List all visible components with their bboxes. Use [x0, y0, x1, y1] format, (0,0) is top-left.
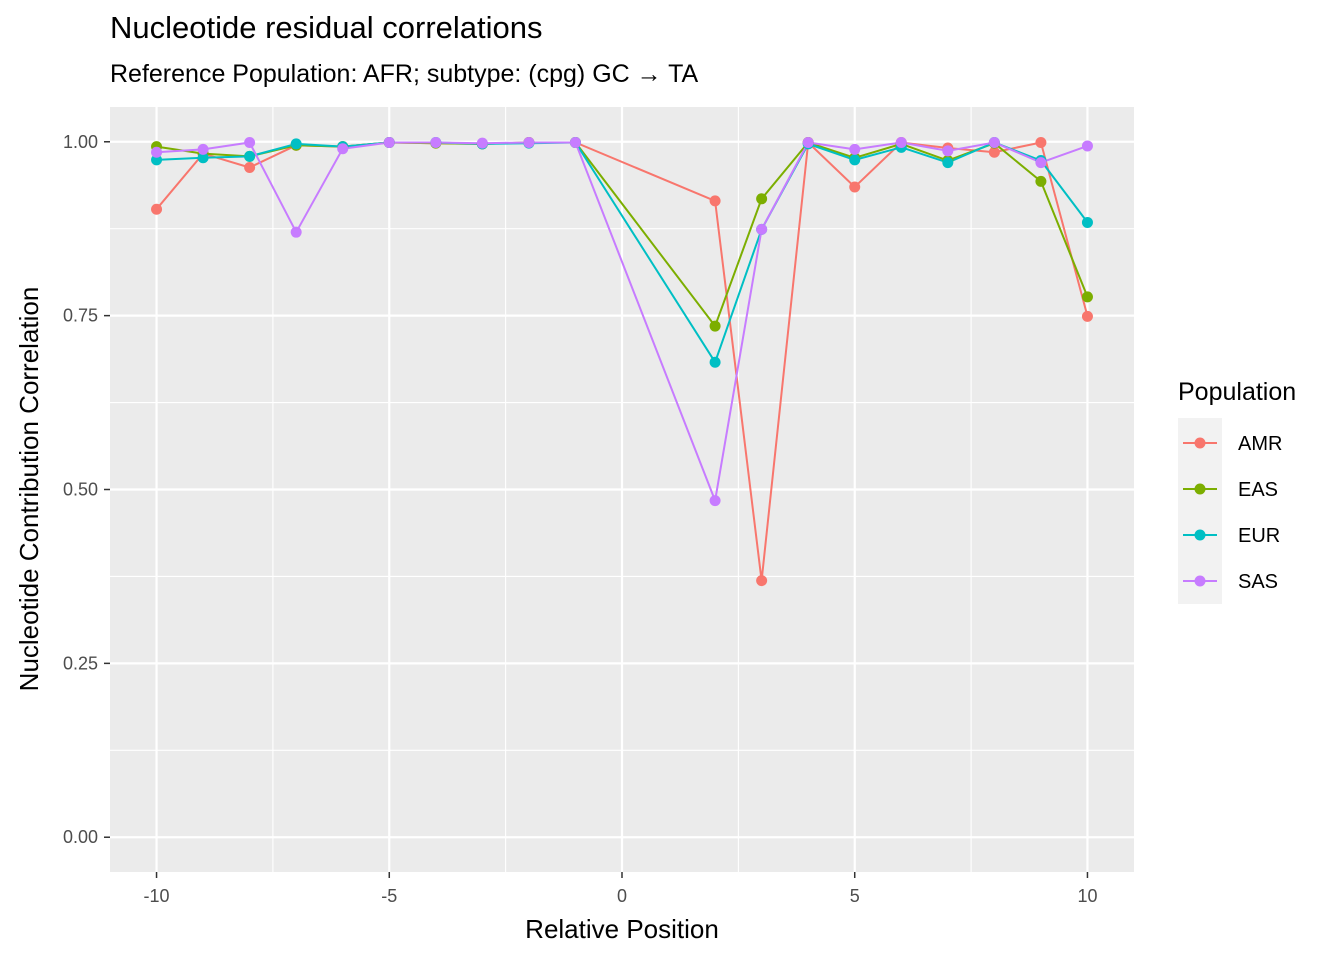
data-point-eas	[1035, 175, 1047, 187]
data-point-amr	[1035, 136, 1047, 148]
major-gridlines	[110, 107, 1134, 872]
data-point-sas	[802, 136, 814, 148]
legend-label-amr: AMR	[1238, 433, 1282, 455]
data-point-sas	[290, 226, 302, 238]
x-axis-title: Relative Position	[525, 914, 719, 944]
data-point-amr	[1081, 310, 1093, 322]
legend-title: Population	[1178, 378, 1296, 406]
x-tick-label: 0	[617, 886, 627, 906]
y-tick-label: 0.00	[63, 827, 98, 847]
data-point-sas	[197, 143, 209, 155]
legend-key-point	[1194, 529, 1206, 541]
data-point-sas	[151, 146, 163, 158]
y-tick-label: 0.75	[63, 306, 98, 326]
chart-subtitle: Reference Population: AFR; subtype: (cpg…	[110, 60, 699, 88]
data-point-eas	[709, 320, 721, 332]
data-point-sas	[942, 145, 954, 157]
data-point-amr	[849, 181, 861, 193]
y-axis: 0.00 0.25 0.50 0.75 1.00	[63, 132, 110, 847]
y-tick-label: 1.00	[63, 132, 98, 152]
data-point-sas	[988, 136, 1000, 148]
legend-label-eas: EAS	[1238, 479, 1278, 501]
data-point-eur	[244, 150, 256, 162]
data-point-sas	[895, 136, 907, 148]
data-point-amr	[988, 146, 1000, 158]
data-point-sas	[1081, 140, 1093, 152]
legend: Population AMR EAS EUR SAS	[1178, 378, 1296, 604]
data-point-eas	[756, 193, 768, 205]
legend-key-background	[1178, 418, 1222, 604]
data-point-eur	[942, 157, 954, 169]
x-tick-label: 10	[1077, 886, 1097, 906]
data-point-sas	[569, 136, 581, 148]
data-point-amr	[244, 162, 256, 174]
chart-title: Nucleotide residual correlations	[110, 10, 543, 45]
legend-label-eur: EUR	[1238, 525, 1280, 547]
x-tick-label: 5	[850, 886, 860, 906]
data-point-eur	[1081, 216, 1093, 228]
data-point-amr	[151, 203, 163, 215]
y-tick-label: 0.50	[63, 480, 98, 500]
y-tick-label: 0.25	[63, 653, 98, 673]
legend-key-point	[1194, 575, 1206, 587]
data-point-sas	[709, 495, 721, 507]
data-point-sas	[244, 136, 256, 148]
data-point-eur	[197, 152, 209, 164]
data-point-sas	[337, 143, 349, 155]
legend-label-sas: SAS	[1238, 571, 1278, 593]
data-point-amr	[709, 195, 721, 207]
data-point-eur	[709, 356, 721, 368]
series-points	[151, 136, 1093, 587]
data-point-eas	[1081, 291, 1093, 303]
data-point-sas	[430, 136, 442, 148]
data-point-sas	[476, 137, 488, 149]
x-axis: -10 -5 0 5 10	[144, 872, 1097, 906]
data-point-sas	[523, 136, 535, 148]
legend-key-point	[1194, 483, 1206, 495]
legend-key-point	[1194, 437, 1206, 449]
x-tick-label: -10	[144, 886, 170, 906]
data-point-eur	[151, 154, 163, 166]
data-point-sas	[756, 223, 768, 235]
data-point-sas	[383, 136, 395, 148]
data-point-eur	[290, 138, 302, 150]
x-tick-label: -5	[381, 886, 397, 906]
y-axis-title: Nucleotide Contribution Correlation	[14, 287, 44, 692]
data-point-amr	[756, 575, 768, 587]
data-point-sas	[849, 143, 861, 155]
data-point-eur	[849, 154, 861, 166]
data-point-sas	[1035, 157, 1047, 169]
